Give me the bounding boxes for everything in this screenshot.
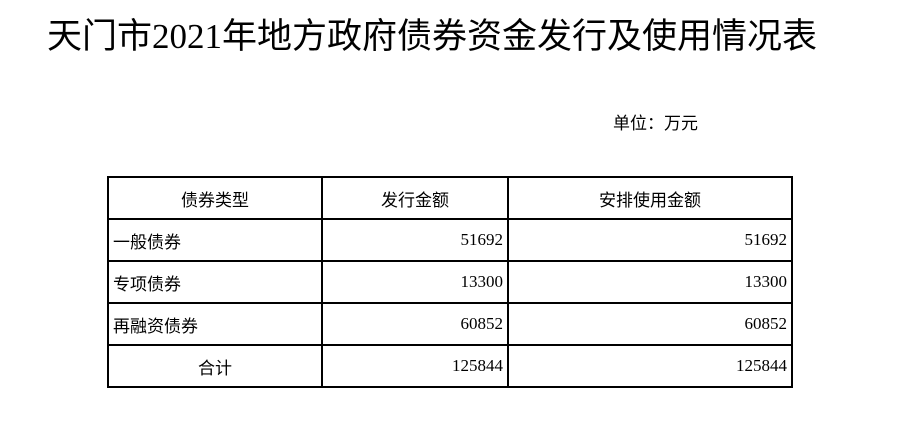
- table-total-row: 合计 125844 125844: [107, 344, 793, 388]
- header-bond-type: 债券类型: [107, 176, 323, 220]
- header-arranged-amount: 安排使用金额: [507, 176, 793, 220]
- arranged-amount-cell: 125844: [507, 344, 793, 388]
- issued-amount-cell: 60852: [321, 302, 509, 346]
- issued-amount-cell: 51692: [321, 218, 509, 262]
- bond-issuance-table: 债券类型 发行金额 安排使用金额 一般债券 51692 51692 专项债券 1…: [107, 176, 793, 388]
- issued-amount-cell: 13300: [321, 260, 509, 304]
- arranged-amount-cell: 60852: [507, 302, 793, 346]
- table-header-row: 债券类型 发行金额 安排使用金额: [107, 176, 793, 220]
- issued-amount-cell: 125844: [321, 344, 509, 388]
- unit-label: 单位：万元: [613, 114, 698, 133]
- bond-type-cell: 一般债券: [107, 218, 323, 262]
- table-row: 一般债券 51692 51692: [107, 218, 793, 262]
- table-row: 再融资债券 60852 60852: [107, 302, 793, 346]
- header-issued-amount: 发行金额: [321, 176, 509, 220]
- bond-type-cell: 合计: [107, 344, 323, 388]
- bond-type-cell: 再融资债券: [107, 302, 323, 346]
- arranged-amount-cell: 13300: [507, 260, 793, 304]
- page-title: 天门市2021年地方政府债券资金发行及使用情况表: [47, 17, 818, 56]
- table-row: 专项债券 13300 13300: [107, 260, 793, 304]
- arranged-amount-cell: 51692: [507, 218, 793, 262]
- bond-type-cell: 专项债券: [107, 260, 323, 304]
